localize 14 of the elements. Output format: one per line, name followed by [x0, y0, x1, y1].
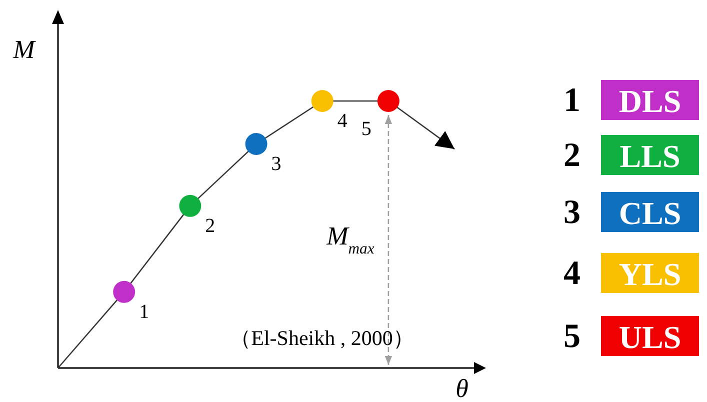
- x-axis-title: θ: [456, 374, 469, 402]
- point: [311, 90, 334, 112]
- annotation: 5: [361, 118, 372, 140]
- point: [245, 132, 268, 155]
- annotation: （El-Sheikh , 2000）: [230, 326, 414, 350]
- point: [377, 90, 400, 112]
- annotation: 2: [205, 214, 216, 237]
- annotation: 3: [271, 152, 282, 175]
- point: [113, 280, 136, 303]
- annotation: 1: [139, 300, 150, 323]
- point: [179, 194, 202, 217]
- annotation: M$_{max}$: [326, 222, 374, 257]
- annotation: 4: [337, 110, 348, 132]
- y-axis-title: M: [12, 35, 36, 64]
